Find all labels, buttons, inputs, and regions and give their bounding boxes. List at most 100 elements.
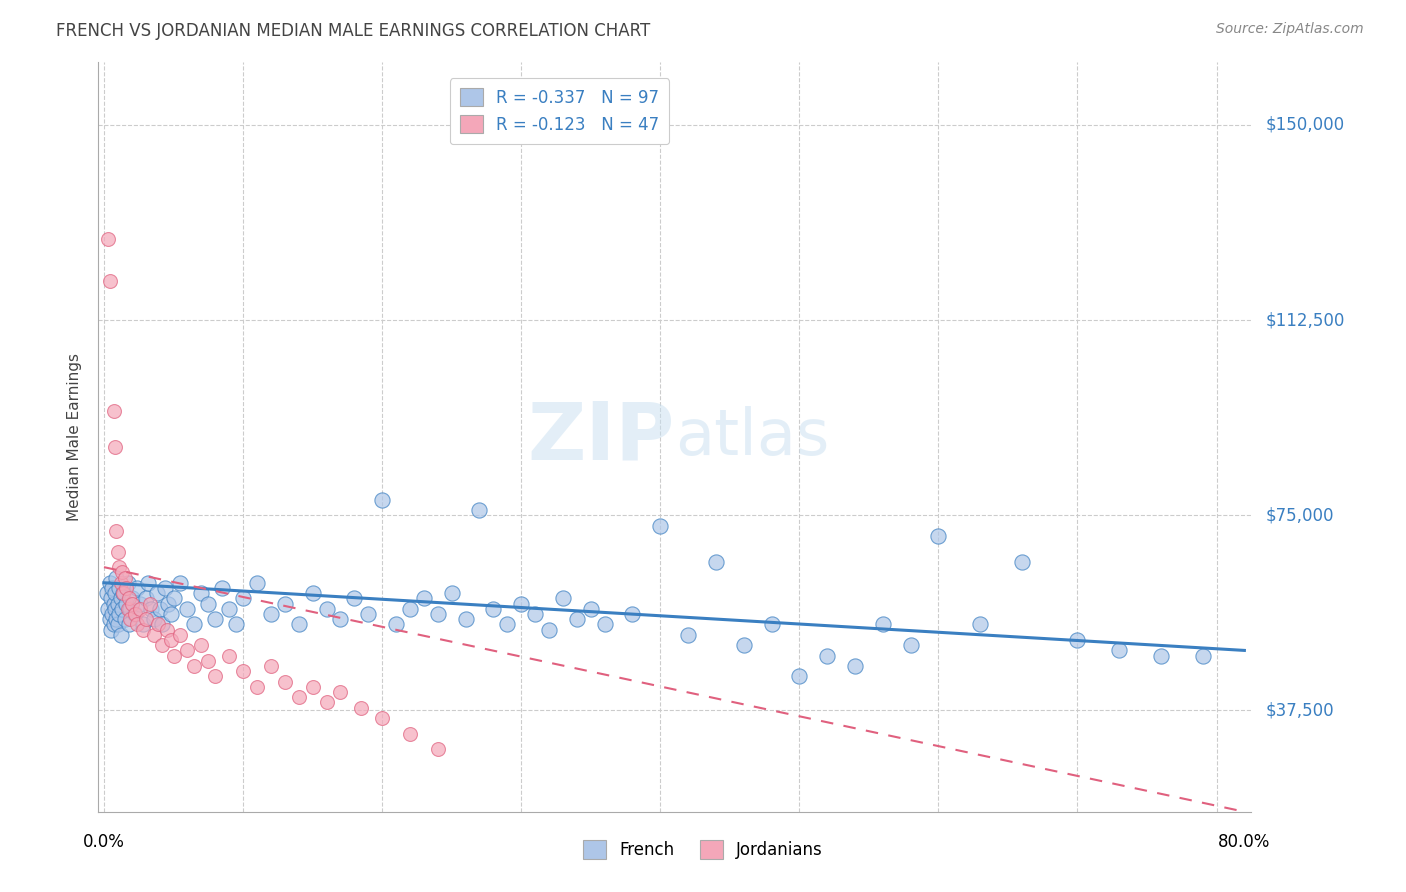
Point [110,591,132,606]
Point [162,648,184,663]
Point [927,529,949,543]
Point [139,597,162,611]
Point [169,628,191,642]
Point [211,581,233,595]
Text: Source: ZipAtlas.com: Source: ZipAtlas.com [1216,22,1364,37]
Point [218,648,240,663]
Point [496,617,519,632]
Point [482,602,505,616]
Point [135,612,157,626]
Point [350,700,373,714]
Text: FRENCH VS JORDANIAN MEDIAN MALE EARNINGS CORRELATION CHART: FRENCH VS JORDANIAN MEDIAN MALE EARNINGS… [56,22,651,40]
Point [650,518,672,533]
Point [118,617,141,632]
Point [110,575,132,590]
Point [96,586,118,600]
Point [143,628,166,642]
Point [176,643,198,657]
Point [98,612,121,626]
Point [132,617,155,632]
Point [104,586,127,600]
Point [105,571,128,585]
Point [399,602,422,616]
Point [440,586,463,600]
Point [225,617,247,632]
Point [385,617,408,632]
Point [524,607,547,621]
Point [138,575,160,590]
Point [1011,555,1033,569]
Point [159,607,181,621]
Point [127,617,149,632]
Point [454,612,477,626]
Point [117,602,139,616]
Point [159,633,181,648]
Point [704,555,727,569]
Point [412,591,434,606]
Text: 80.0%: 80.0% [1218,832,1271,851]
Point [969,617,991,632]
Point [98,274,121,288]
Point [135,591,157,606]
Point [343,591,366,606]
Point [468,503,491,517]
Point [108,607,131,621]
Point [232,664,254,679]
Point [146,586,169,600]
Point [100,623,122,637]
Point [108,581,131,595]
Point [103,617,125,632]
Point [143,612,166,626]
Point [156,597,179,611]
Point [127,581,149,595]
Point [129,597,152,611]
Point [112,586,135,600]
Point [141,602,163,616]
Point [371,711,394,725]
Text: ZIP: ZIP [527,398,675,476]
Text: $112,500: $112,500 [1265,311,1344,329]
Point [114,612,136,626]
Text: $37,500: $37,500 [1265,701,1334,719]
Point [104,602,127,616]
Point [107,544,129,558]
Point [301,680,323,694]
Point [155,623,177,637]
Point [1191,648,1213,663]
Point [287,690,309,705]
Point [197,597,219,611]
Point [112,586,135,600]
Point [1066,633,1088,648]
Point [115,581,138,595]
Point [121,597,143,611]
Point [152,638,174,652]
Point [120,612,142,626]
Point [111,566,134,580]
Point [204,669,226,683]
Point [426,607,449,621]
Point [565,612,588,626]
Point [103,404,125,418]
Legend: R = -0.337   N = 97, R = -0.123   N = 47: R = -0.337 N = 97, R = -0.123 N = 47 [450,78,669,144]
Point [114,571,136,585]
Point [593,617,616,632]
Point [1108,643,1130,657]
Point [510,597,533,611]
Point [197,654,219,668]
Point [1150,648,1173,663]
Point [287,617,309,632]
Point [621,607,644,621]
Point [733,638,755,652]
Text: atlas: atlas [675,406,830,468]
Point [101,607,124,621]
Point [108,560,131,574]
Point [872,617,894,632]
Text: 0.0%: 0.0% [83,832,125,851]
Point [844,659,866,673]
Point [761,617,783,632]
Point [103,597,125,611]
Point [260,607,283,621]
Point [153,581,176,595]
Point [121,591,143,606]
Point [204,612,226,626]
